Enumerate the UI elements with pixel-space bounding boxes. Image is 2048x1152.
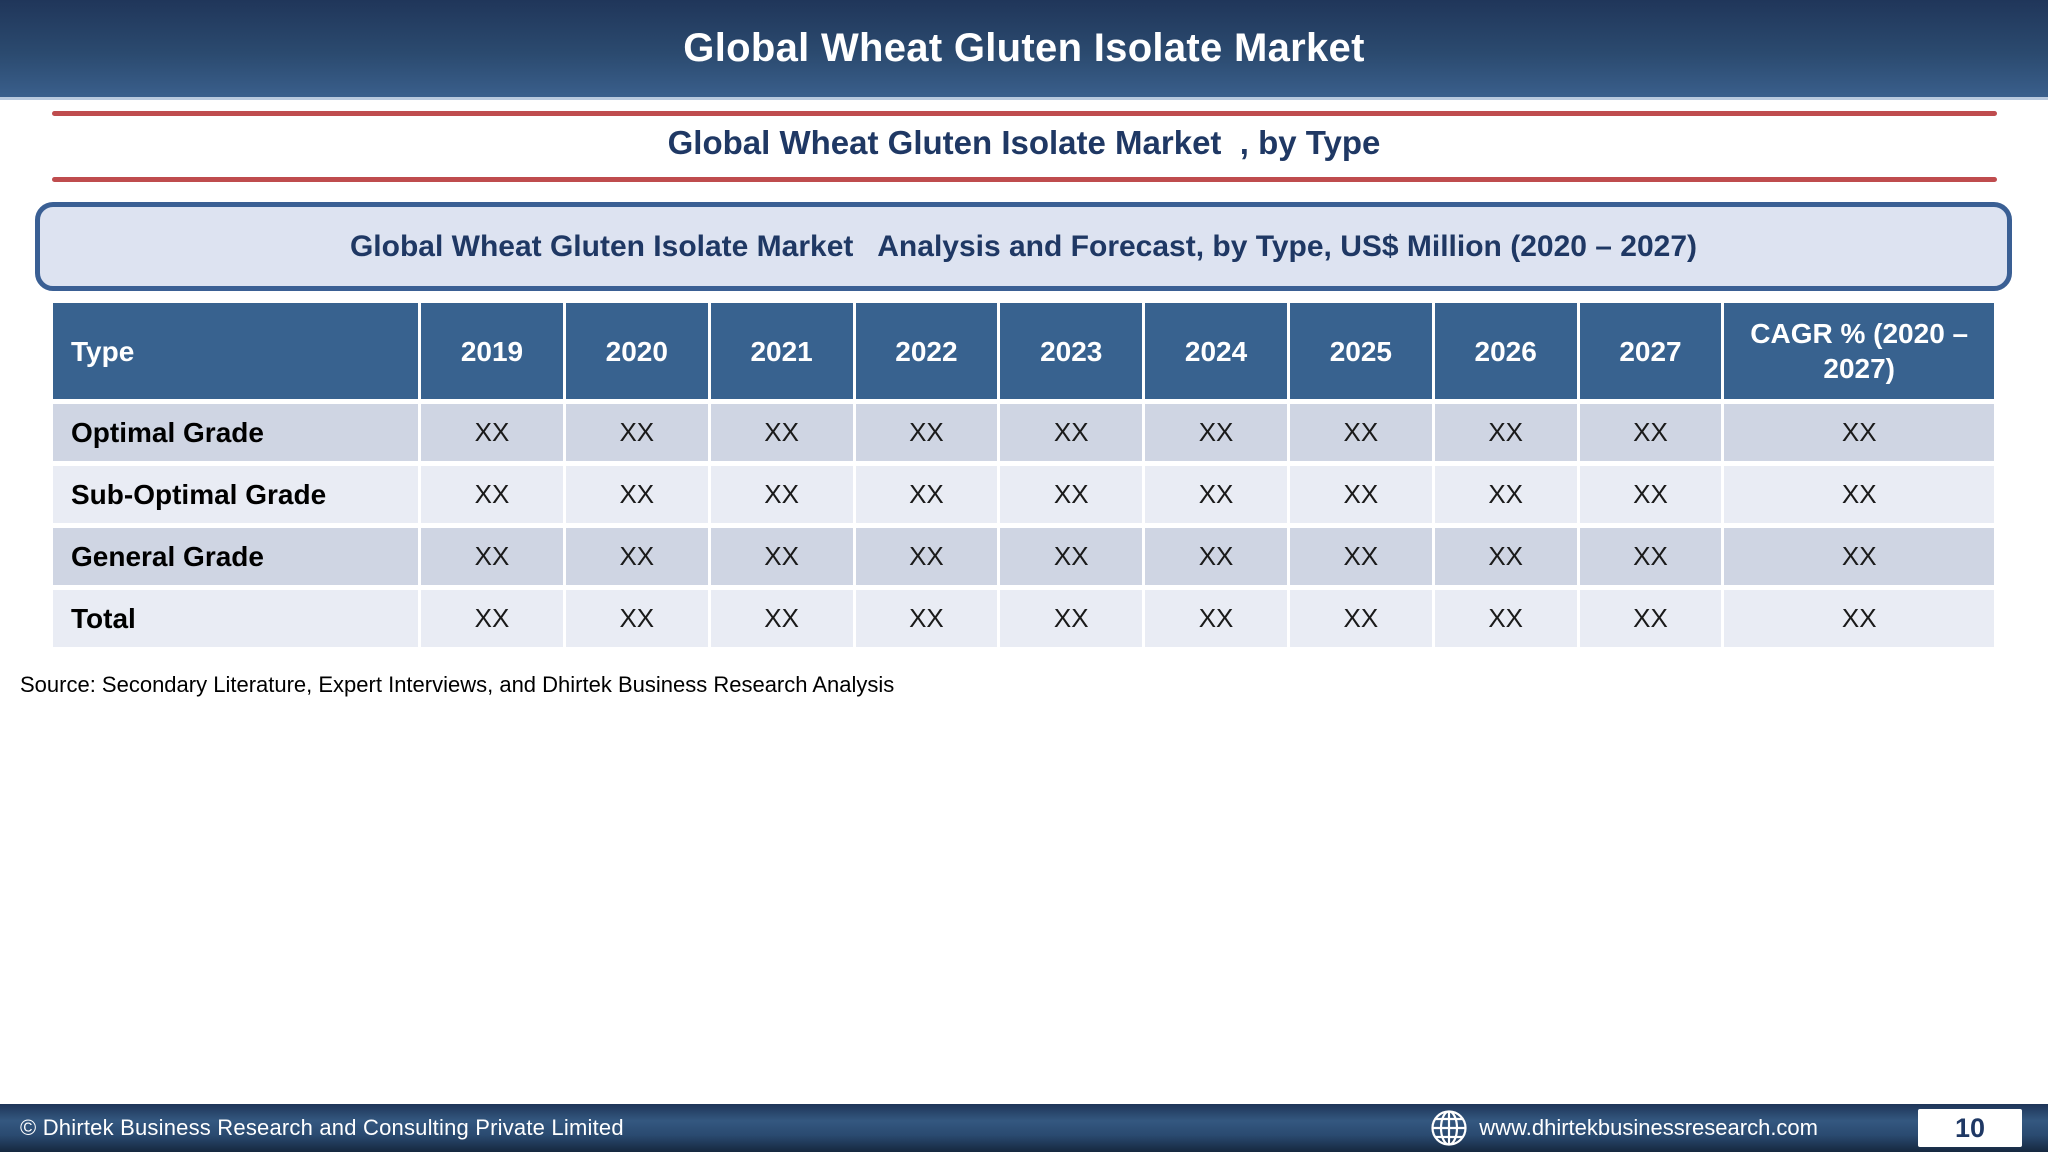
header-2024: 2024 bbox=[1145, 303, 1287, 399]
cell-value: XX bbox=[1434, 404, 1577, 461]
cell-value: XX bbox=[1579, 404, 1722, 461]
cell-value: XX bbox=[1724, 590, 1994, 647]
cell-value: XX bbox=[1289, 466, 1432, 523]
header-2021: 2021 bbox=[710, 303, 853, 399]
cell-value: XX bbox=[1289, 404, 1432, 461]
cell-value: XX bbox=[1579, 590, 1722, 647]
cell-value: XX bbox=[855, 404, 998, 461]
cell-value: XX bbox=[855, 528, 998, 585]
cell-value: XX bbox=[1000, 590, 1143, 647]
title-bar: Global Wheat Gluten Isolate Market bbox=[0, 0, 2048, 100]
cell-value: XX bbox=[1145, 528, 1287, 585]
website-link[interactable]: www.dhirtekbusinessresearch.com bbox=[1479, 1115, 1818, 1140]
cell-value: XX bbox=[1145, 466, 1287, 523]
divider-rule-bottom bbox=[52, 177, 1997, 182]
cell-value: XX bbox=[1724, 466, 1994, 523]
header-2019: 2019 bbox=[421, 303, 563, 399]
cell-value: XX bbox=[421, 404, 563, 461]
cell-value: XX bbox=[710, 404, 853, 461]
cell-value: XX bbox=[1434, 466, 1577, 523]
header-type: Type bbox=[53, 303, 419, 399]
table-row-optimal-grade: Optimal Grade XX XX XX XX XX XX XX XX XX… bbox=[53, 404, 1994, 461]
cell-value: XX bbox=[1724, 528, 1994, 585]
cell-value: XX bbox=[421, 466, 563, 523]
cell-value: XX bbox=[855, 590, 998, 647]
callout-text: Global Wheat Gluten Isolate Market Analy… bbox=[349, 229, 1698, 263]
copyright-text: © Dhirtek Business Research and Consulti… bbox=[20, 1115, 624, 1140]
cell-value: XX bbox=[1289, 528, 1432, 585]
cell-value: XX bbox=[565, 466, 708, 523]
cell-value: XX bbox=[710, 466, 853, 523]
header-2026: 2026 bbox=[1434, 303, 1577, 399]
header-2022: 2022 bbox=[855, 303, 998, 399]
table-row-total: Total XX XX XX XX XX XX XX XX XX XX bbox=[53, 590, 1994, 647]
cell-value: XX bbox=[1289, 590, 1432, 647]
slide-subtitle: Global Wheat Gluten Isolate Market , by … bbox=[667, 124, 1381, 161]
table-header-row: Type 2019 2020 2021 2022 2023 2024 2025 … bbox=[53, 303, 1994, 399]
row-label: Optimal Grade bbox=[53, 404, 419, 461]
cell-value: XX bbox=[1434, 528, 1577, 585]
page-title: Global Wheat Gluten Isolate Market bbox=[683, 26, 1365, 70]
cell-value: XX bbox=[565, 528, 708, 585]
globe-icon bbox=[1431, 1110, 1467, 1146]
page-number: 10 bbox=[1954, 1112, 1986, 1143]
cell-value: XX bbox=[1000, 528, 1143, 585]
cell-value: XX bbox=[1000, 466, 1143, 523]
footer-right-group: www.dhirtekbusinessresearch.com 10 bbox=[1429, 1108, 2022, 1148]
cell-value: XX bbox=[1724, 404, 1994, 461]
row-label: Total bbox=[53, 590, 419, 647]
header-2020: 2020 bbox=[565, 303, 708, 399]
header-cagr: CAGR % (2020 – 2027) bbox=[1724, 303, 1994, 399]
cell-value: XX bbox=[565, 404, 708, 461]
cell-value: XX bbox=[1579, 528, 1722, 585]
cell-value: XX bbox=[1000, 404, 1143, 461]
cell-value: XX bbox=[710, 590, 853, 647]
row-label: Sub-Optimal Grade bbox=[53, 466, 419, 523]
cell-value: XX bbox=[1434, 590, 1577, 647]
page-number-badge: 10 bbox=[1918, 1109, 2022, 1147]
cell-value: XX bbox=[565, 590, 708, 647]
header-2023: 2023 bbox=[1000, 303, 1143, 399]
cell-value: XX bbox=[855, 466, 998, 523]
callout-box: Global Wheat Gluten Isolate Market Analy… bbox=[35, 202, 2012, 291]
cell-value: XX bbox=[1145, 404, 1287, 461]
header-2027: 2027 bbox=[1579, 303, 1722, 399]
row-label: General Grade bbox=[53, 528, 419, 585]
cell-value: XX bbox=[421, 528, 563, 585]
cell-value: XX bbox=[1579, 466, 1722, 523]
cell-value: XX bbox=[710, 528, 853, 585]
header-2025: 2025 bbox=[1289, 303, 1432, 399]
table-row-general-grade: General Grade XX XX XX XX XX XX XX XX XX… bbox=[53, 528, 1994, 585]
cell-value: XX bbox=[421, 590, 563, 647]
divider-rule-top bbox=[52, 111, 1997, 116]
table-row-sub-optimal-grade: Sub-Optimal Grade XX XX XX XX XX XX XX X… bbox=[53, 466, 1994, 523]
footer-bar: © Dhirtek Business Research and Consulti… bbox=[0, 1104, 2048, 1152]
cell-value: XX bbox=[1145, 590, 1287, 647]
source-note: Source: Secondary Literature, Expert Int… bbox=[20, 672, 895, 697]
market-data-table: Type 2019 2020 2021 2022 2023 2024 2025 … bbox=[50, 298, 1997, 652]
